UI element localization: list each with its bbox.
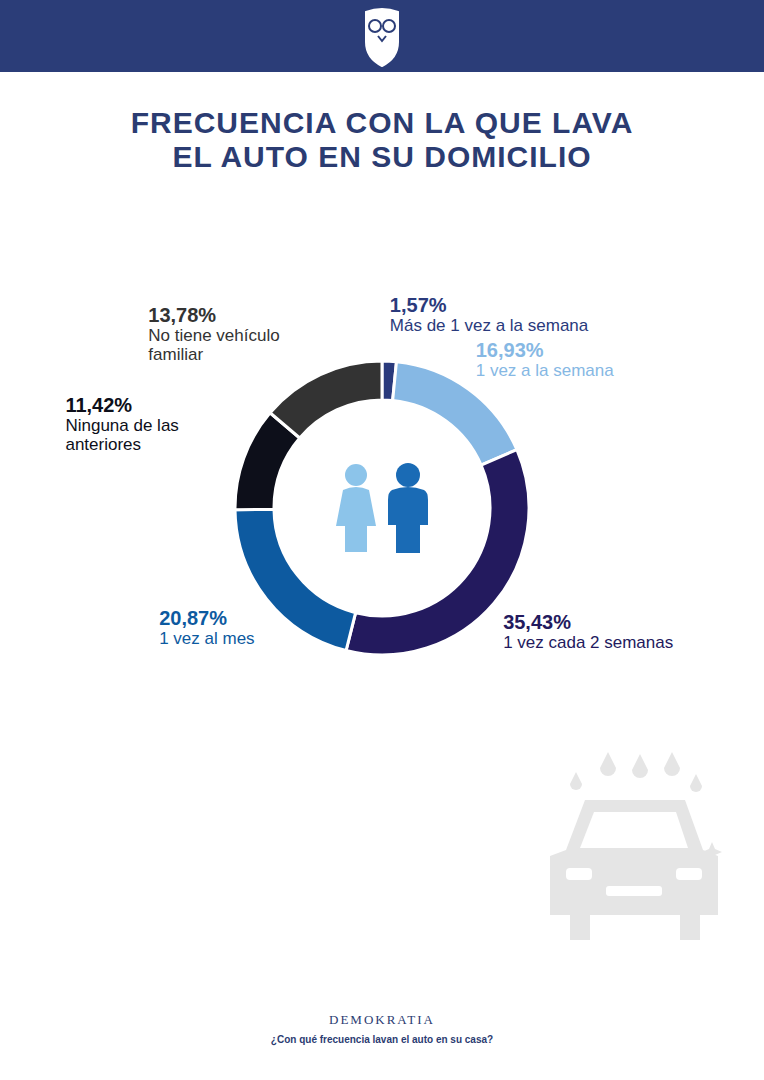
category-label: Más de 1 vez a la semana — [390, 316, 591, 335]
slice-label: 20,87%1 vez al mes — [159, 607, 257, 648]
category-label: 1 vez al mes — [159, 629, 257, 648]
slice-label: 13,78%No tiene vehículo familiar — [148, 304, 313, 364]
brand: DEMOKRATIA — [0, 1012, 764, 1028]
slice-label: 1,57%Más de 1 vez a la semana — [390, 294, 591, 335]
donut — [235, 361, 529, 655]
value-label: 1,57% — [390, 294, 591, 316]
page: FRECUENCIA CON LA QUE LAVA EL AUTO EN SU… — [0, 0, 764, 1080]
header-bar — [0, 0, 764, 72]
slice-label: 35,43%1 vez cada 2 semanas — [503, 611, 676, 652]
value-label: 16,93% — [476, 339, 616, 361]
slice-label: 16,93%1 vez a la semana — [476, 339, 616, 380]
title: FRECUENCIA CON LA QUE LAVA EL AUTO EN SU… — [112, 106, 652, 174]
value-label: 11,42% — [65, 394, 230, 416]
value-label: 35,43% — [503, 611, 676, 633]
slice — [346, 450, 529, 655]
value-label: 20,87% — [159, 607, 257, 629]
category-label: 1 vez a la semana — [476, 361, 616, 380]
value-label: 13,78% — [148, 304, 313, 326]
question: ¿Con qué frecuencia lavan el auto en su … — [0, 1034, 764, 1045]
logo — [0, 0, 764, 72]
category-label: No tiene vehículo familiar — [148, 326, 313, 364]
chart — [0, 0, 764, 1080]
category-label: 1 vez cada 2 semanas — [503, 633, 676, 652]
car-icon — [550, 752, 722, 940]
category-label: Ninguna de las anteriores — [65, 416, 230, 454]
slice — [270, 361, 382, 438]
slice-label: 11,42%Ninguna de las anteriores — [65, 394, 230, 454]
center-icons — [336, 463, 428, 553]
